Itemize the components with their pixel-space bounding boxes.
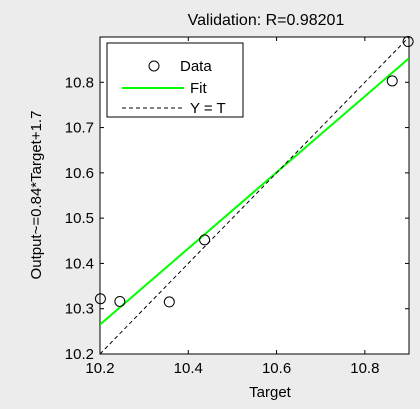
y-tick-label: 10.2 xyxy=(65,346,94,363)
y-axis-title: Output~=0.84*Target+1.7 xyxy=(28,111,45,280)
identity-line xyxy=(100,37,409,354)
y-tick-label: 10.7 xyxy=(65,120,94,137)
data-point xyxy=(114,295,126,307)
x-tick-label: 10.6 xyxy=(262,360,291,377)
data-point xyxy=(199,234,211,246)
x-tick-label: 10.8 xyxy=(350,360,379,377)
legend-data-label: Data xyxy=(180,58,212,75)
x-tick-label: 10.2 xyxy=(85,360,114,377)
legend-box xyxy=(106,42,244,118)
data-point xyxy=(94,293,106,305)
x-axis-title: Target xyxy=(249,384,292,401)
series-group xyxy=(100,37,409,354)
marker-group xyxy=(94,36,414,308)
data-point xyxy=(402,36,414,48)
y-tick-label: 10.8 xyxy=(65,74,94,91)
legend-data-marker xyxy=(148,60,160,72)
legend-fit-label: Fit xyxy=(190,80,207,97)
y-tick-label: 10.6 xyxy=(65,165,94,182)
y-tick-label: 10.4 xyxy=(65,255,94,272)
data-point xyxy=(163,296,175,308)
legend: Data Fit Y = T xyxy=(106,42,244,118)
y-tick-label: 10.5 xyxy=(65,210,94,227)
chart-title: Validation: R=0.98201 xyxy=(188,12,345,29)
tick-group: 10.2 10.4 10.6 10.8 10.2 10.3 10.4 10.5 10.6 10.7… xyxy=(65,37,409,377)
data-point xyxy=(386,75,398,87)
y-tick-label: 10.3 xyxy=(65,301,94,318)
legend-yt-label: Y = T xyxy=(190,100,226,117)
fit-line xyxy=(100,57,409,326)
x-tick-label: 10.4 xyxy=(174,360,203,377)
